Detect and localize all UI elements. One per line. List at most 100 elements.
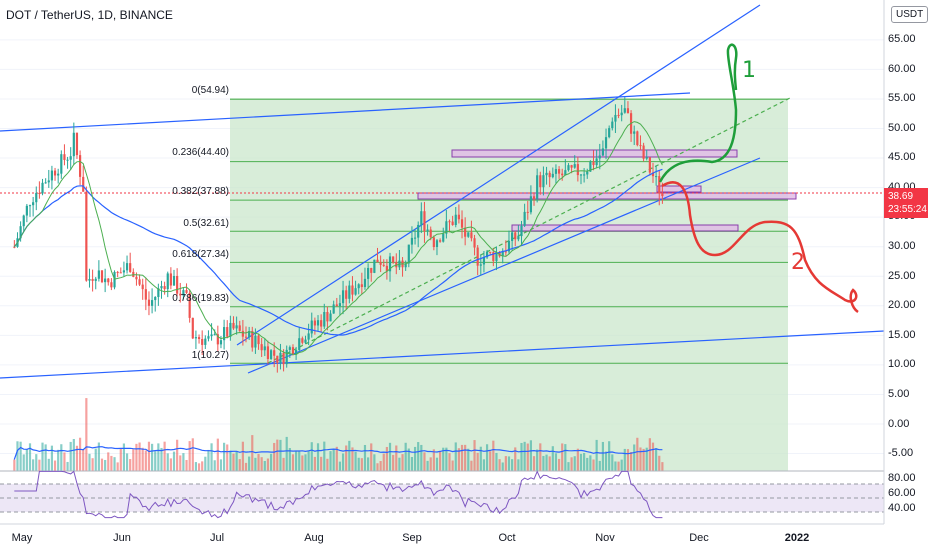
volume-bar (445, 447, 448, 471)
volume-bar (241, 441, 244, 471)
candle (241, 330, 244, 337)
scenario-1-label: 1 (742, 58, 756, 83)
candle (216, 334, 219, 345)
candle (279, 352, 282, 363)
candle (345, 290, 348, 299)
current-price-value: 38.69 (888, 191, 914, 202)
bar-countdown: 23:55:24 (888, 204, 927, 215)
time-tick: Jun (113, 532, 131, 544)
currency-badge[interactable]: USDT (891, 6, 929, 23)
volume-bar (460, 444, 464, 471)
volume-bar (219, 459, 223, 471)
volume-bar (78, 437, 82, 471)
volume-bar (579, 453, 583, 471)
volume-bar (53, 460, 57, 471)
volume-bar (608, 441, 611, 471)
candle (91, 278, 94, 281)
candle (601, 148, 604, 156)
candle (567, 165, 570, 171)
volume-bar (385, 446, 388, 471)
volume-bar (423, 452, 426, 471)
candle (213, 334, 216, 336)
volume-bar (485, 444, 489, 471)
volume-bar (398, 457, 401, 471)
candle (44, 182, 47, 184)
candle (439, 240, 442, 242)
candle (119, 272, 122, 274)
volume-bar (476, 452, 479, 471)
candle (238, 325, 241, 331)
volume-bar (467, 448, 470, 471)
scenario-1-path (658, 43, 738, 183)
symbol-title: DOT / TetherUS, 1D, BINANCE (6, 8, 173, 22)
candle (260, 344, 263, 351)
price-tick: 60.00 (888, 63, 916, 75)
volume-bar (345, 445, 348, 471)
volume-bar (658, 455, 661, 471)
candle (285, 349, 288, 365)
volume-bar (91, 458, 94, 471)
volume-bar (57, 449, 60, 471)
volume-bar (60, 444, 63, 471)
fib-label: 0(54.94) (191, 85, 229, 96)
volume-bar (269, 453, 273, 471)
volume-bar (129, 459, 132, 471)
volume-bar (351, 447, 354, 471)
candle (557, 169, 561, 174)
volume-bar (116, 462, 119, 471)
candle (329, 313, 332, 322)
candle (445, 221, 448, 234)
volume-bar (576, 448, 579, 471)
volume-bar (223, 442, 226, 471)
candle (47, 180, 50, 183)
volume-bar (82, 449, 85, 471)
volume-bar (592, 459, 595, 471)
volume-bar (536, 449, 539, 471)
volume-bar (611, 454, 614, 471)
fast-average-line (13, 121, 663, 356)
candle (442, 233, 445, 242)
volume-bar (125, 453, 129, 471)
candle (407, 244, 410, 264)
volume-bar (554, 453, 558, 471)
candle (25, 205, 28, 216)
volume-bar (655, 448, 658, 471)
volume-bar (363, 444, 367, 471)
candle (554, 169, 558, 174)
candle (357, 284, 360, 289)
candle (13, 246, 16, 248)
candle (404, 263, 407, 268)
fib-label: 0.786(19.83) (172, 293, 229, 304)
candle (116, 271, 119, 273)
candle (310, 320, 313, 334)
candle (617, 114, 620, 116)
volume-bar (388, 442, 392, 471)
volume-bar (122, 443, 126, 471)
volume-bar (307, 450, 310, 471)
candle (589, 161, 592, 172)
volume-bar (407, 448, 410, 471)
candle (269, 350, 273, 359)
candle (373, 259, 376, 273)
price-tick: 55.00 (888, 92, 916, 104)
volume-bar (176, 439, 179, 471)
price-tick: 45.00 (888, 151, 916, 163)
price-tick: 50.00 (888, 122, 916, 134)
volume-bar (179, 455, 182, 471)
time-tick: Oct (498, 532, 516, 544)
volume-bar (526, 443, 529, 471)
candle (489, 251, 492, 253)
volume-bar (341, 453, 345, 471)
candle (485, 251, 489, 258)
candle (226, 327, 229, 337)
volume-bar (182, 453, 185, 471)
volume-bar (473, 440, 476, 471)
candle (147, 299, 151, 306)
candle (520, 225, 523, 237)
moving-average-line (13, 168, 663, 336)
volume-bar (598, 460, 601, 471)
candle (35, 192, 38, 203)
trendlines (0, 4, 885, 379)
candle (623, 108, 626, 113)
